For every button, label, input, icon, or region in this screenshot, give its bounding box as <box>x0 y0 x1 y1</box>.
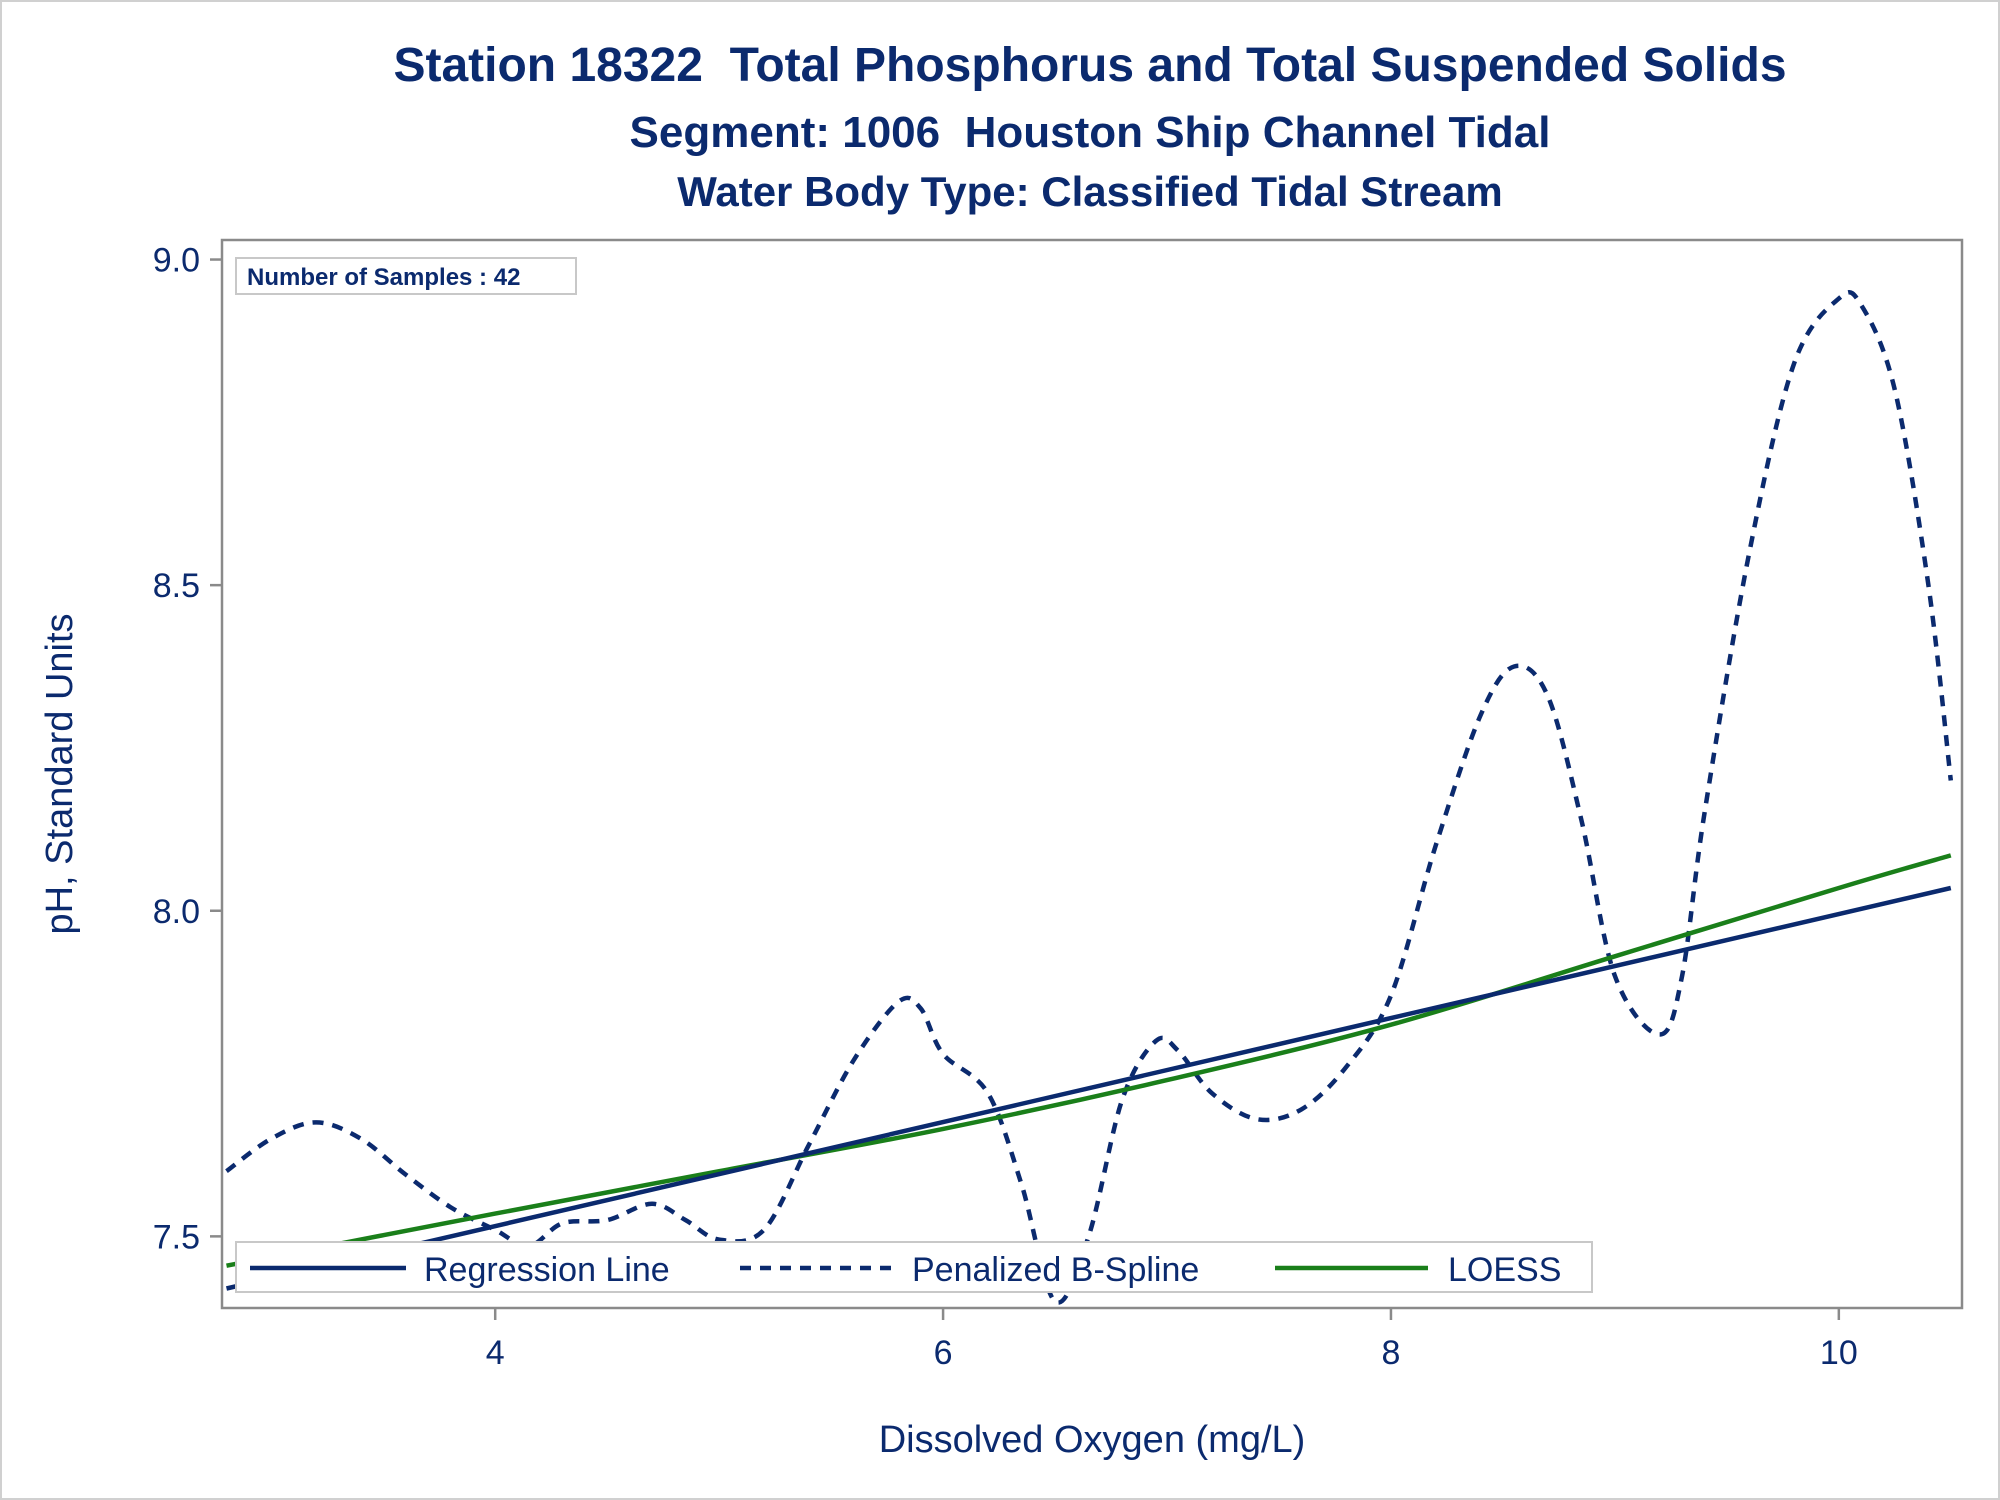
y-tick-label: 7.5 <box>153 1218 200 1256</box>
series-layer <box>225 290 1954 1305</box>
chart-title: Station 18322 Total Phosphorus and Total… <box>393 39 1787 92</box>
plot-area <box>220 238 1964 1310</box>
sample-count-border <box>235 257 577 295</box>
legend: Regression Line Penalized B-Spline LOESS <box>235 1241 1593 1293</box>
chart-subtitle-waterbody: Water Body Type: Classified Tidal Stream <box>677 168 1503 215</box>
regression-line <box>225 885 1952 1291</box>
x-axis-title: Dissolved Oxygen (mg/L) <box>879 1419 1306 1461</box>
sample-count-label: Number of Samples : 42 <box>247 264 520 291</box>
x-tick-label: 6 <box>934 1334 953 1372</box>
x-tick-label: 8 <box>1381 1334 1400 1372</box>
loess-line <box>226 853 1952 1268</box>
chart-subtitle-segment: Segment: 1006 Houston Ship Channel Tidal <box>629 108 1551 157</box>
x-tick-label: 4 <box>486 1334 505 1372</box>
y-axis-title: pH, Standard Units <box>39 613 81 934</box>
legend-label-loess: LOESS <box>1448 1251 1561 1289</box>
axis-layer: 4 6 8 10 7.5 8.0 8.5 9.0 <box>153 242 1858 1372</box>
legend-label-regression: Regression Line <box>424 1251 670 1289</box>
y-tick-label: 8.0 <box>153 893 200 931</box>
sample-count-box: Number of Samples : 42 <box>235 257 577 295</box>
legend-label-spline: Penalized B-Spline <box>912 1251 1199 1289</box>
x-tick-label: 10 <box>1820 1334 1858 1372</box>
spline-line <box>225 290 1954 1305</box>
y-tick-label: 9.0 <box>153 242 200 280</box>
y-tick-label: 8.5 <box>153 567 200 605</box>
